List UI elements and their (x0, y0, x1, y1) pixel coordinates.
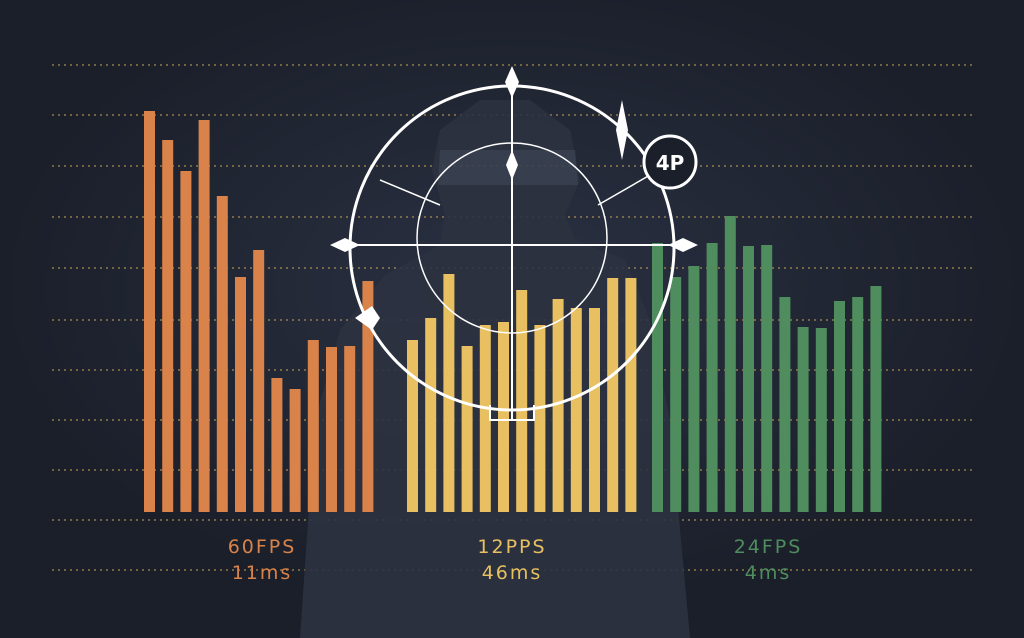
bar-group-3-item-11 (834, 301, 845, 512)
reticle-bracket (489, 405, 535, 421)
marker-center-icon (506, 150, 518, 180)
bar-group-2-item-5 (479, 325, 491, 512)
bar-group-1-item-9 (289, 389, 301, 512)
bar-group-3-item-3 (688, 266, 700, 512)
bars (144, 111, 882, 512)
bar-group-2-item-12 (607, 278, 619, 512)
bar-group-3-item-1 (652, 243, 663, 512)
group-3-ms-label: 4ms (744, 562, 792, 584)
reticle-markers (330, 66, 698, 330)
bar-group-2-item-2 (425, 318, 437, 512)
bar-group-3-item-5 (724, 216, 736, 512)
bar-group-1-item-2 (162, 140, 174, 512)
bar-group-2-item-1 (407, 340, 418, 512)
group-1-fps-label: 60FPS (227, 536, 297, 558)
group-2-ms-label: 46ms (481, 562, 543, 584)
bar-group-2-item-6 (498, 322, 509, 512)
reticle-badge: 4P (642, 134, 698, 190)
bar-group-1-item-12 (344, 346, 356, 512)
bar-group-1-item-7 (253, 250, 265, 512)
group-3-fps-label: 24FPS (733, 536, 803, 558)
bar-group-3-item-13 (870, 286, 882, 512)
reticle-connector-line (597, 174, 651, 206)
badge-circle (642, 134, 698, 190)
bar-group-1-item-8 (271, 378, 283, 512)
marker-upper-right-icon (616, 100, 628, 160)
bar-group-1-item-5 (216, 196, 228, 512)
bar-group-2-item-10 (570, 308, 582, 512)
bar-group-1-item-11 (326, 347, 337, 512)
bar-group-2-item-9 (552, 299, 564, 512)
bar-group-2-item-7 (516, 290, 528, 512)
group-1-ms-label: 11ms (231, 562, 293, 584)
bar-group-2-item-8 (534, 325, 546, 512)
bar-group-3-item-10 (815, 328, 827, 512)
bar-group-3-item-2 (670, 277, 682, 512)
bar-group-3-item-6 (743, 246, 754, 512)
bar-group-1-item-3 (180, 171, 192, 512)
bar-group-2-item-4 (461, 346, 473, 512)
bar-group-1-item-1 (144, 111, 155, 512)
bar-group-3-item-12 (852, 297, 864, 512)
marker-top-icon (505, 66, 519, 98)
marker-left-icon (330, 238, 360, 252)
bar-group-3-item-8 (779, 297, 791, 512)
bar-group-2-item-11 (589, 308, 600, 512)
bar-group-2-item-13 (625, 278, 637, 512)
group-2-fps-label: 12PPS (477, 536, 547, 558)
bar-group-1-item-4 (198, 120, 210, 512)
bar-group-1-item-13 (362, 281, 374, 512)
bar-group-3-item-9 (797, 327, 809, 512)
bar-group-1-item-6 (235, 277, 246, 512)
bar-group-1-item-10 (307, 340, 319, 512)
bar-group-2-item-3 (443, 274, 455, 512)
bar-group-3-item-7 (761, 245, 773, 512)
badge-label: 4P (656, 151, 685, 175)
bar-group-3-item-4 (706, 243, 718, 512)
reticle-diagonal-line (379, 179, 441, 206)
marker-right-icon (668, 238, 698, 252)
marker-lower-left-icon (355, 306, 380, 330)
